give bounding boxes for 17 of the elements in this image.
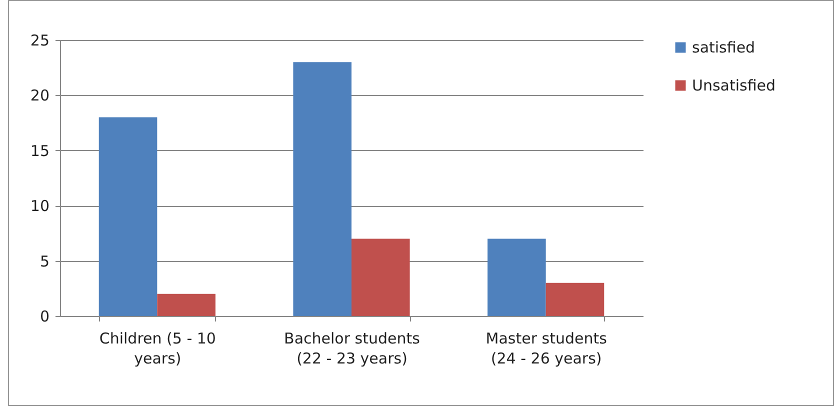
y-tick-label: 25 [30,32,50,50]
bar [488,238,546,316]
y-tick-label: 5 [40,252,50,270]
legend-label: satisfied [692,38,756,56]
y-tick-label: 10 [30,197,50,216]
x-tick-label: Children (5 - 10 years) [99,330,216,368]
y-tick-label: 0 [40,308,50,326]
x-tick-label: Bachelor students (22 - 23 years) [284,330,420,368]
x-tick-label: Master students (24 - 26 years) [486,330,608,368]
bar [352,238,410,316]
legend-label: Unsatisfied [692,76,776,94]
bar [546,282,604,316]
bar [293,62,352,316]
bar [98,117,158,316]
y-tick-label: 20 [30,86,50,105]
y-tick-label: 15 [30,142,50,160]
bar [157,294,216,316]
